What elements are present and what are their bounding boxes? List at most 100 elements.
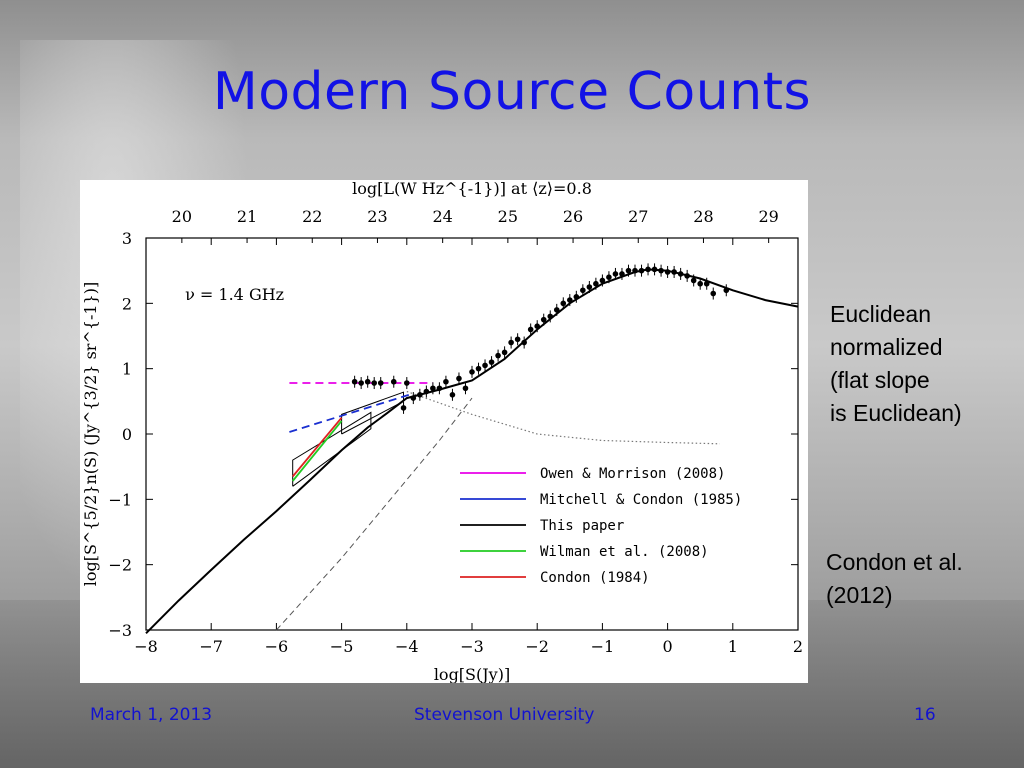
legend-label: This paper [540, 518, 624, 534]
error-box [292, 411, 372, 487]
data-point [417, 392, 423, 398]
data-point [430, 385, 436, 392]
data-point [400, 405, 407, 411]
top-x-tick-label: 21 [237, 207, 257, 226]
data-point [488, 359, 495, 365]
data-point [449, 392, 456, 398]
data-point [651, 266, 658, 273]
top-x-tick-label: 23 [367, 207, 387, 226]
series-line [289, 392, 414, 433]
data-point [619, 271, 625, 277]
data-point [573, 294, 580, 300]
data-point [482, 362, 488, 369]
y-tick-label: −2 [108, 556, 132, 575]
note-euclidean-line: is Euclidean) [830, 400, 962, 426]
note-euclidean: Euclidean normalized (flat slope is Eucl… [830, 298, 962, 430]
x-tick-label: −1 [591, 637, 615, 656]
top-x-tick-label: 24 [432, 207, 452, 226]
x-tick-label: 2 [793, 637, 803, 656]
data-point [469, 369, 475, 375]
data-point [540, 316, 547, 323]
legend-label: Mitchell & Condon (1985) [540, 492, 742, 508]
data-point [697, 280, 703, 287]
data-point [521, 339, 527, 346]
data-point [703, 280, 710, 287]
error-box [341, 391, 404, 435]
data-point [690, 277, 697, 284]
data-point [684, 273, 690, 279]
data-point [547, 313, 554, 320]
x-tick-label: 1 [728, 637, 738, 656]
data-point [638, 267, 645, 274]
slide-title: Modern Source Counts [212, 62, 812, 122]
data-point [527, 326, 534, 333]
data-point [443, 378, 449, 385]
data-point [501, 349, 508, 356]
data-point [390, 378, 397, 385]
data-point [475, 365, 482, 372]
y-tick-label: 0 [122, 425, 132, 444]
data-point [371, 380, 378, 386]
series-line [145, 268, 799, 635]
x-tick-label: −4 [395, 637, 419, 656]
data-point [671, 269, 677, 275]
note-condon-line: Condon et al. [826, 549, 963, 575]
data-point [514, 336, 521, 343]
data-point [645, 266, 651, 273]
data-point [632, 267, 638, 274]
data-point [364, 378, 371, 385]
note-condon-line: (2012) [826, 582, 893, 608]
x-axis-label: log[S(Jy)] [434, 665, 510, 683]
y-tick-label: 3 [122, 229, 132, 248]
x-tick-label: −8 [134, 637, 158, 656]
note-euclidean-line: Euclidean [830, 301, 932, 327]
data-point [358, 380, 364, 386]
data-point [436, 385, 443, 392]
data-point [593, 280, 599, 287]
footer-page-number: 16 [914, 705, 936, 725]
y-axis-label: log[S^{5/2}n(S) (Jy^{3/2} sr^{-1})] [81, 282, 100, 587]
top-x-tick-label: 29 [758, 207, 778, 226]
footer-organization: Stevenson University [414, 705, 595, 725]
data-point [612, 271, 619, 277]
top-x-axis-label: log[L(W Hz^{-1})] at ⟨z⟩=0.8 [352, 180, 592, 198]
data-point [723, 287, 730, 294]
data-point [410, 395, 417, 401]
data-point [599, 277, 606, 284]
series-line [292, 420, 343, 482]
data-point [625, 267, 632, 274]
top-x-tick-label: 20 [172, 207, 192, 226]
data-point [677, 271, 684, 277]
data-point [377, 380, 384, 386]
data-point [351, 378, 358, 385]
series-line [292, 417, 343, 478]
data-point [534, 323, 540, 329]
top-x-tick-label: 28 [693, 207, 713, 226]
x-tick-label: −3 [460, 637, 484, 656]
legend-label: Owen & Morrison (2008) [540, 466, 725, 482]
data-point [586, 284, 593, 290]
data-point [508, 339, 514, 346]
y-tick-label: 1 [122, 360, 132, 379]
agn-component-line [276, 397, 473, 631]
note-euclidean-line: normalized [830, 334, 943, 360]
note-euclidean-line: (flat slope [830, 367, 930, 393]
footer-date: March 1, 2013 [90, 705, 213, 725]
data-point [710, 290, 717, 297]
top-x-tick-label: 26 [563, 207, 583, 226]
x-tick-label: −5 [330, 637, 354, 656]
data-point [664, 269, 671, 275]
data-point [456, 375, 462, 382]
x-tick-label: 0 [663, 637, 673, 656]
x-tick-label: −2 [525, 637, 549, 656]
data-point [567, 297, 573, 303]
data-point [462, 385, 469, 392]
data-point [423, 388, 430, 395]
data-point [658, 267, 664, 274]
data-point [580, 287, 586, 294]
legend-label: Condon (1984) [540, 570, 650, 586]
data-point [404, 380, 410, 386]
y-tick-label: −3 [108, 621, 132, 640]
x-tick-label: −6 [265, 637, 289, 656]
